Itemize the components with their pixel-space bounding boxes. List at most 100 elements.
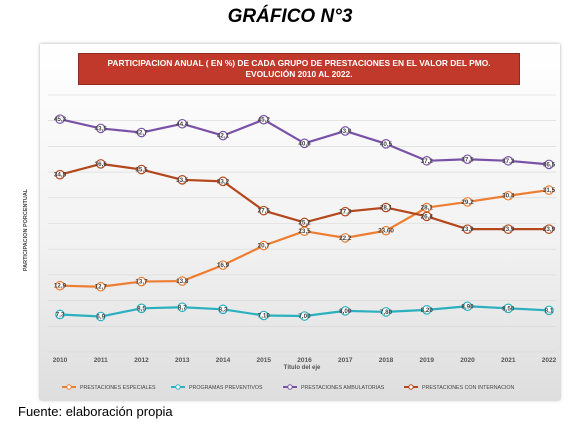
data-label: 37,5 xyxy=(461,156,474,163)
data-label: 42,1 xyxy=(217,133,230,140)
x-tick-label: 2019 xyxy=(420,357,435,364)
data-label: 45,2 xyxy=(258,117,271,124)
y-axis-label: PARTICIPACION PORCENTUAL xyxy=(23,188,29,271)
data-point xyxy=(381,139,391,149)
data-point xyxy=(258,310,269,321)
data-point xyxy=(503,190,514,201)
data-point xyxy=(136,276,147,287)
data-point xyxy=(462,154,473,165)
data-point xyxy=(218,260,228,270)
legend: PRESTACIONES ESPECIALES PROGRAMAS PREVENT… xyxy=(62,384,514,391)
data-point xyxy=(55,309,65,320)
data-point xyxy=(55,169,65,180)
data-point xyxy=(381,225,391,236)
x-tick-label: 2020 xyxy=(460,357,475,364)
x-tick-label: 2015 xyxy=(257,357,272,364)
data-point xyxy=(258,114,269,125)
data-label: 23,60 xyxy=(378,228,394,235)
data-label: 8,20 xyxy=(421,307,434,314)
data-label: 22,2 xyxy=(339,235,352,242)
data-label: 30,4 xyxy=(502,193,515,200)
data-point xyxy=(136,303,147,314)
x-axis-label: Título del eje xyxy=(284,365,321,371)
data-point xyxy=(136,164,147,175)
data-point xyxy=(55,114,65,124)
data-label: 26,4 xyxy=(421,213,434,220)
data-point xyxy=(421,155,432,166)
data-label: 8,5 xyxy=(137,305,146,312)
data-point xyxy=(177,276,188,286)
chart-title-line-2: EVOLUCIÓN 2010 AL 2022. xyxy=(245,69,353,79)
x-tick-label: 2013 xyxy=(175,357,190,364)
data-label: 42,7 xyxy=(135,130,148,137)
data-label: 33,5 xyxy=(176,177,189,184)
series-0: 12,9 12,7 13,7 13,8 16,9 20,7 23,5 22,2 23,60 28,… xyxy=(54,185,556,292)
x-tick-label: 2018 xyxy=(379,357,394,364)
x-tick-label: 2022 xyxy=(542,357,557,364)
data-point xyxy=(462,301,473,312)
data-label: 27,5 xyxy=(258,208,271,215)
data-point xyxy=(136,127,147,138)
data-label: 12,7 xyxy=(95,284,108,291)
data-point xyxy=(177,118,188,129)
x-tick-label: 2021 xyxy=(501,357,516,364)
data-point xyxy=(544,224,554,234)
x-tick-label: 2014 xyxy=(216,357,231,364)
data-label: 45,3 xyxy=(54,116,67,123)
series-2: 45,3 43,5 42,7 44,4 42,1 45,2 40,6 43,0 40,5 37,2… xyxy=(54,114,556,170)
data-label: 8,50 xyxy=(502,305,515,312)
x-tick-label: 2017 xyxy=(338,357,353,364)
data-label: 40,5 xyxy=(380,141,393,148)
data-point xyxy=(340,126,351,136)
legend-marker xyxy=(287,384,293,390)
data-point xyxy=(544,185,554,195)
data-label: 8,90 xyxy=(461,303,474,310)
data-point xyxy=(340,306,351,316)
data-label: 7,10 xyxy=(258,313,271,320)
data-label: 36,6 xyxy=(95,161,108,168)
x-axis: 2010 2011 2012 2013 2014 2015 2016 2017 2018 2019… xyxy=(53,357,557,364)
series-group: 12,9 12,7 13,7 13,8 16,9 20,7 23,5 22,2 23,60 28,… xyxy=(54,114,556,322)
data-label: 36,5 xyxy=(543,161,556,168)
data-label: 37,2 xyxy=(502,158,515,165)
data-point xyxy=(218,176,228,187)
data-label: 28,1 xyxy=(380,205,393,212)
x-tick-label: 2012 xyxy=(134,357,149,364)
legend-entry: PROGRAMAS PREVENTIVOS xyxy=(189,385,263,391)
data-label: 33,2 xyxy=(217,178,230,185)
data-label: 8,3 xyxy=(219,306,228,313)
data-point xyxy=(299,138,310,149)
chart-heading: GRÁFICO N°3 xyxy=(227,6,353,27)
data-point xyxy=(218,304,228,315)
data-point xyxy=(503,303,514,314)
data-label: 43,0 xyxy=(339,128,352,135)
data-point xyxy=(95,123,106,134)
legend-entry: PRESTACIONES AMBULATORIAS xyxy=(301,385,385,391)
chart-title-line-1: PARTICIPACION ANUAL ( EN %) DE CADA GRUP… xyxy=(107,58,491,68)
data-point xyxy=(299,217,310,228)
source-note: Fuente: elaboración propia xyxy=(18,404,173,419)
series-1: 7,3 6,9 8,5 8,7 8,3 7,10 7,00 8,00 7,80 8,20 8,90 8… xyxy=(55,301,554,322)
data-label: 8,7 xyxy=(178,304,187,311)
x-tick-label: 2016 xyxy=(297,357,312,364)
data-label: 7,3 xyxy=(56,311,65,318)
data-point xyxy=(340,206,351,217)
data-label: 23,5 xyxy=(298,228,311,235)
data-point xyxy=(258,205,269,216)
data-label: 8,00 xyxy=(339,308,352,315)
legend-entry: PRESTACIONES ESPECIALES xyxy=(80,385,156,391)
data-label: 16,9 xyxy=(217,262,230,269)
data-label: 28,1 xyxy=(421,205,434,212)
data-label: 29,2 xyxy=(461,199,474,206)
chart-title: PARTICIPACION ANUAL ( EN %) DE CADA GRUP… xyxy=(78,53,520,85)
data-label: 37,2 xyxy=(421,158,434,165)
data-label: 40,6 xyxy=(298,140,311,147)
data-label: 12,9 xyxy=(54,283,67,290)
data-point xyxy=(340,233,351,243)
data-label: 23,9 xyxy=(543,226,556,233)
data-label: 6,9 xyxy=(96,314,105,321)
data-label: 43,5 xyxy=(95,125,108,132)
x-tick-label: 2011 xyxy=(94,357,108,364)
data-label: 25,2 xyxy=(298,219,311,226)
data-point xyxy=(421,305,432,315)
